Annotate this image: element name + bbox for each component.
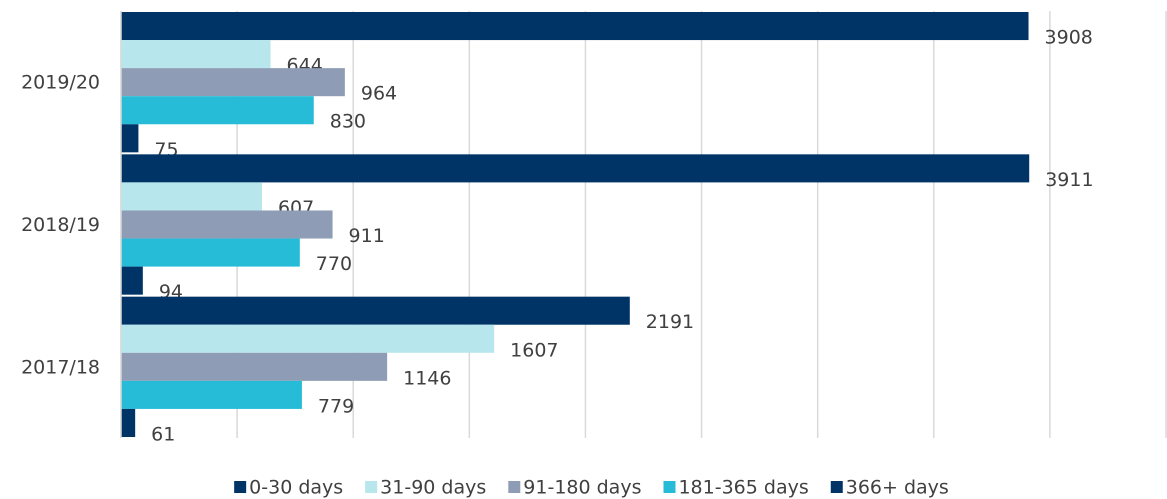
legend-swatch	[365, 481, 378, 493]
value-label: 61	[151, 423, 175, 445]
bar	[121, 380, 302, 409]
value-label: 1146	[403, 367, 451, 389]
legend-swatch	[508, 481, 521, 493]
value-label: 2191	[646, 311, 694, 333]
bar	[121, 96, 314, 125]
value-label: 964	[361, 83, 397, 105]
legend-swatch	[234, 481, 247, 493]
value-label: 1607	[510, 339, 558, 361]
legend-label: 366+ days	[846, 477, 949, 499]
value-label: 3911	[1045, 169, 1093, 191]
bar	[121, 210, 333, 239]
value-label: 779	[318, 395, 354, 417]
bar	[121, 154, 1030, 183]
bar	[121, 12, 1029, 41]
bar	[121, 266, 143, 295]
category-label: 2017/18	[21, 356, 100, 378]
bar	[121, 408, 136, 437]
legend-label: 0-30 days	[249, 477, 343, 499]
bar	[121, 182, 262, 211]
bar	[121, 296, 630, 325]
bar	[121, 352, 388, 381]
legend-label: 91-180 days	[523, 477, 641, 499]
value-label: 770	[316, 253, 352, 275]
value-label: 3908	[1045, 27, 1093, 49]
bar	[121, 324, 495, 353]
category-label: 2018/19	[21, 214, 100, 236]
value-label: 911	[349, 225, 385, 247]
legend-label: 31-90 days	[380, 477, 486, 499]
category-label: 2019/20	[21, 72, 100, 94]
bar	[121, 40, 271, 69]
bar	[121, 68, 345, 97]
legend-swatch	[830, 481, 843, 493]
bar	[121, 124, 139, 153]
legend-label: 181-365 days	[678, 477, 808, 499]
value-label: 830	[330, 111, 366, 133]
bar	[121, 238, 300, 267]
legend-swatch	[663, 481, 676, 493]
